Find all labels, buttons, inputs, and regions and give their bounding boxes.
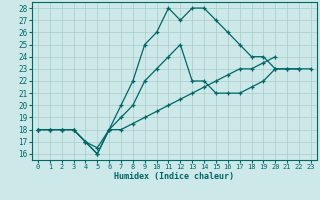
X-axis label: Humidex (Indice chaleur): Humidex (Indice chaleur) xyxy=(115,172,234,181)
